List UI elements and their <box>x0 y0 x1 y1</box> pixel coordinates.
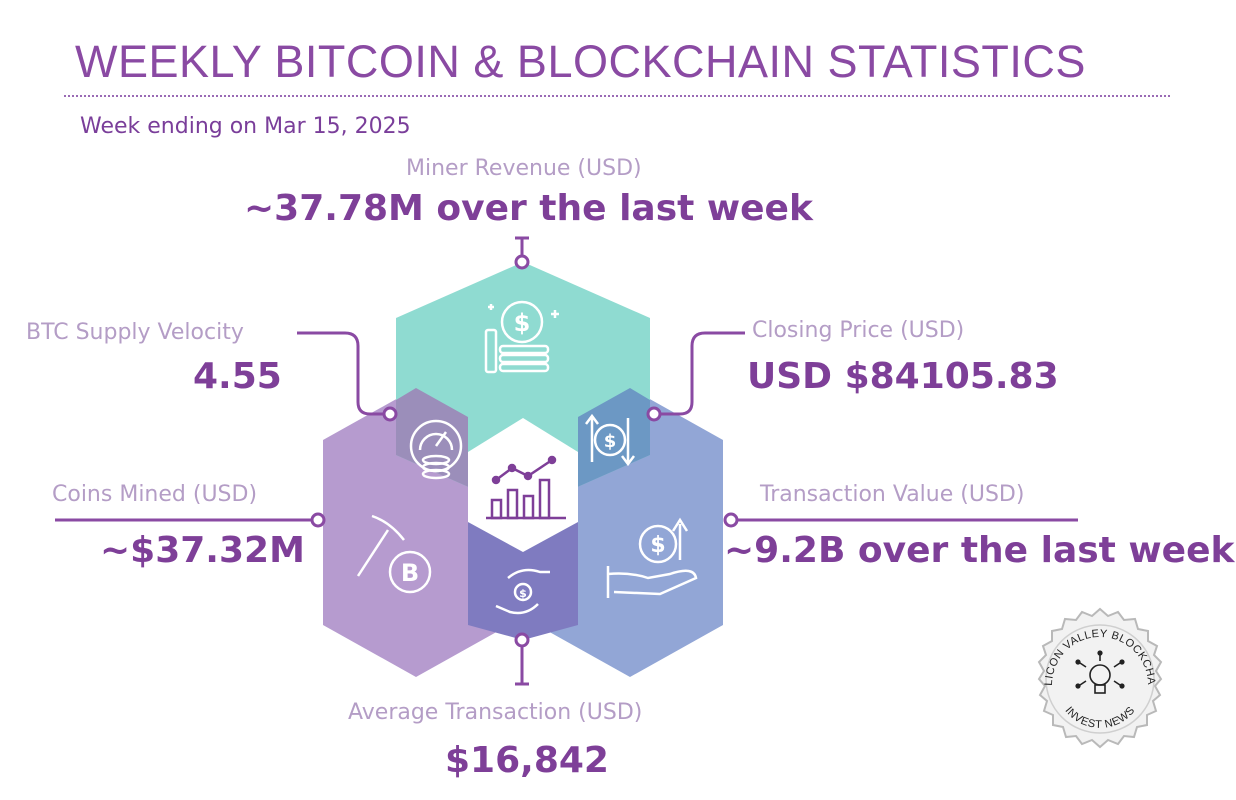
hands-exchange-coin-icon: $ <box>495 568 550 615</box>
pickaxe-bitcoin-icon: B <box>356 514 432 594</box>
coins-mined-value: ~$37.32M <box>100 530 305 571</box>
svg-text:$: $ <box>519 587 527 600</box>
seal-badge <box>1037 607 1163 749</box>
dollar-exchange-icon: $ <box>585 413 635 467</box>
page-subtitle: Week ending on Mar 15, 2025 <box>80 114 411 139</box>
hand-dollar-growth-icon: $ <box>606 517 698 598</box>
average-transaction-label: Average Transaction (USD) <box>348 700 643 725</box>
miner-revenue-value: ~37.78M over the last week <box>244 188 813 229</box>
node-transaction-value <box>723 512 739 528</box>
lightbulb-circuit-icon <box>1075 650 1125 694</box>
node-supply-velocity <box>382 406 398 422</box>
closing-price-label: Closing Price (USD) <box>752 318 965 343</box>
gauge-coins-icon <box>409 419 463 480</box>
node-miner-revenue <box>514 254 530 270</box>
supply-velocity-value: 4.55 <box>193 356 282 397</box>
supply-velocity-label: BTC Supply Velocity <box>26 320 244 345</box>
closing-price-value: USD $84105.83 <box>747 356 1059 397</box>
bar-line-chart-icon <box>486 455 566 520</box>
transaction-value-value: ~9.2B over the last week <box>724 530 1235 571</box>
transaction-value-label: Transaction Value (USD) <box>760 482 1025 507</box>
coins-mined-label: Coins Mined (USD) <box>52 482 258 507</box>
svg-text:B: B <box>401 559 419 587</box>
svg-text:$: $ <box>650 533 665 558</box>
title-divider <box>64 95 1170 97</box>
node-coins-mined <box>310 512 326 528</box>
brand-seal: SILICON VALLEY BLOCKCHAIN INVEST NEWS <box>1020 605 1163 749</box>
svg-text:$: $ <box>514 309 531 337</box>
average-transaction-value: $16,842 <box>445 740 609 781</box>
coins-dollar-icon: $ <box>484 300 559 374</box>
miner-revenue-label: Miner Revenue (USD) <box>406 156 642 181</box>
page-title: WEEKLY BITCOIN & BLOCKCHAIN STATISTICS <box>75 36 1086 87</box>
overlap-teal-purple <box>396 388 523 511</box>
node-closing-price <box>646 406 662 422</box>
node-average-transaction <box>514 632 530 648</box>
svg-text:$: $ <box>604 431 617 452</box>
overlap-teal-blue <box>523 388 650 511</box>
